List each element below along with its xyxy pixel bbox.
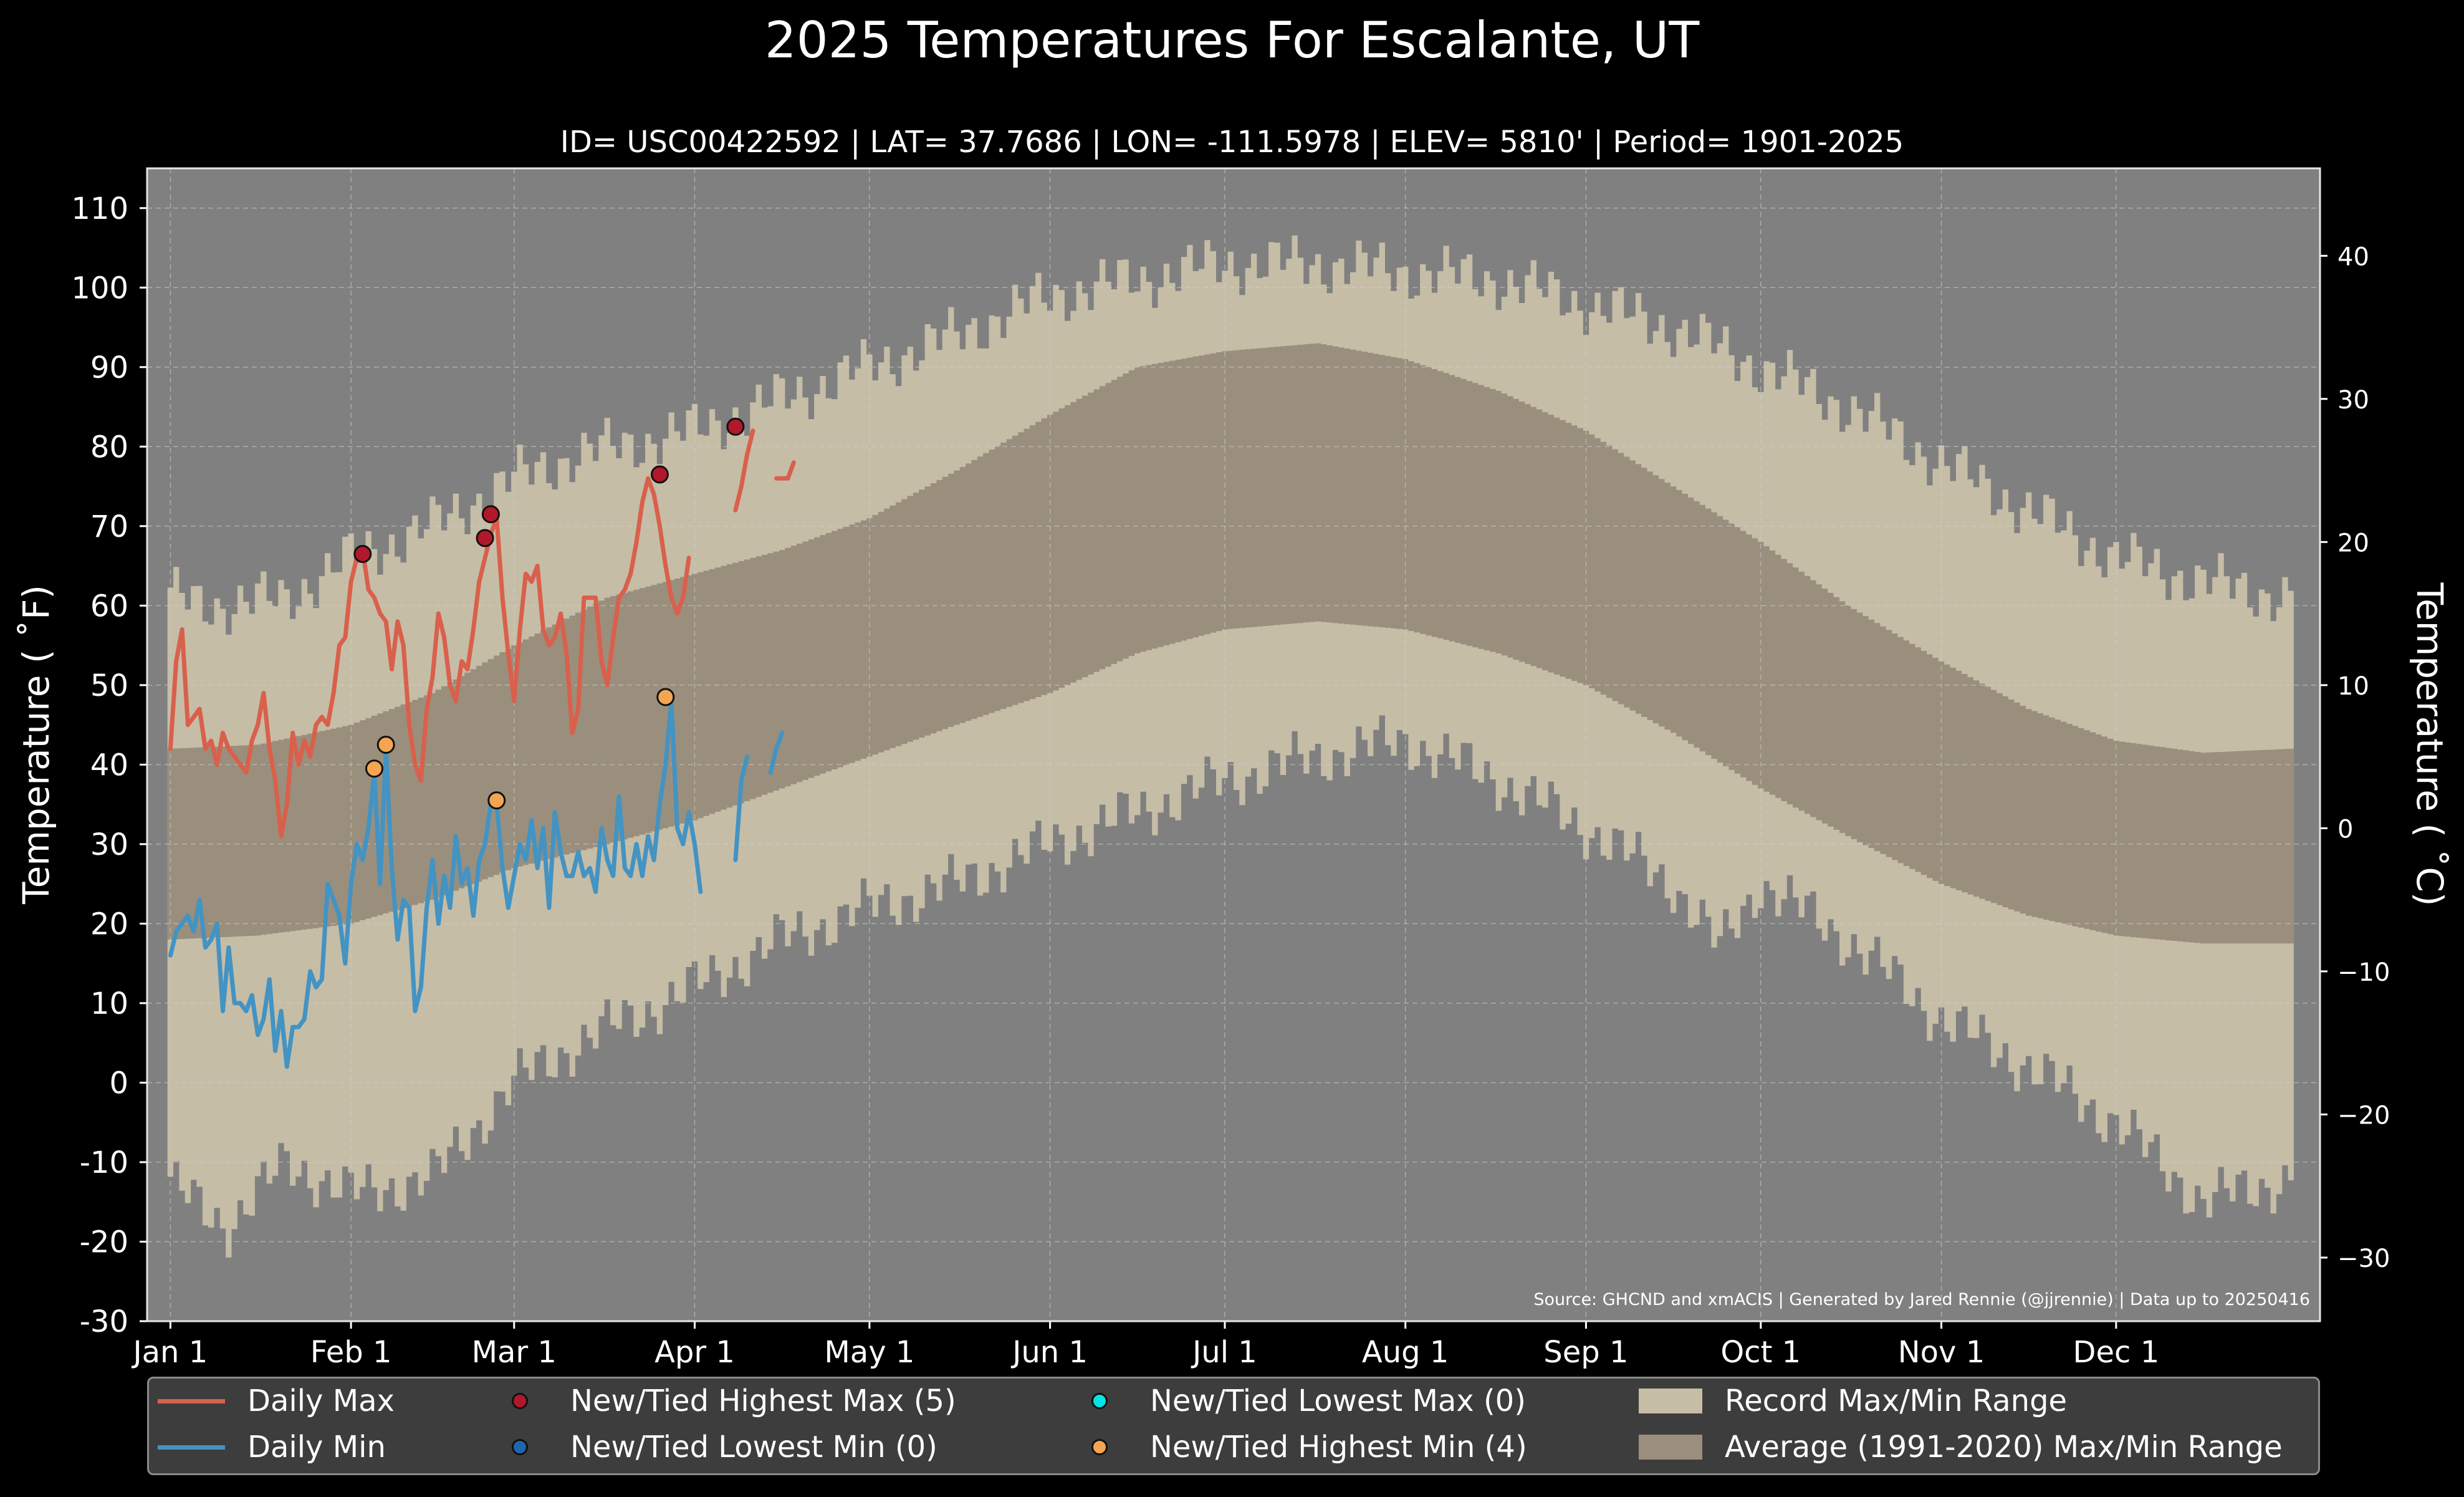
x-tick-label: Sep 1 <box>1543 1335 1628 1370</box>
legend-patch <box>1639 1389 1702 1413</box>
legend-label: New/Tied Highest Max (5) <box>570 1384 956 1418</box>
legend-label: Daily Min <box>247 1430 386 1465</box>
y-axis-label-left: Temperature ( ˚F) <box>15 585 57 905</box>
legend-swatch <box>158 1398 225 1403</box>
chart-subtitle: ID= USC00422592 | LAT= 37.7686 | LON= -1… <box>560 125 1904 160</box>
legend-label: New/Tied Highest Min (4) <box>1150 1430 1527 1465</box>
y-tick-label-left: 60 <box>90 589 128 623</box>
record-marker <box>353 544 372 563</box>
y-tick-label-left: 40 <box>90 748 128 782</box>
record-marker <box>365 759 383 778</box>
y-tick-label-right: 40 <box>2337 243 2369 271</box>
legend-label: Record Max/Min Range <box>1725 1384 2068 1418</box>
legend-label: New/Tied Lowest Min (0) <box>570 1430 937 1465</box>
legend-item-highest-max: New/Tied Highest Max (5) <box>487 1384 956 1418</box>
plot-frame <box>146 167 2321 1322</box>
y-tick-label-left: 110 <box>71 191 128 226</box>
daily-max-line <box>168 476 691 839</box>
x-tick-label: Apr 1 <box>654 1335 735 1370</box>
legend-item-highest-min: New/Tied Highest Min (4) <box>1067 1430 1527 1465</box>
x-tick-label: Jun 1 <box>1010 1335 1088 1370</box>
x-tick-label: Jan 1 <box>131 1335 208 1370</box>
y-tick-label-left: 10 <box>90 986 128 1021</box>
y-tick-label-left: -30 <box>80 1304 128 1339</box>
x-tick-label: Oct 1 <box>1720 1335 1801 1370</box>
x-tick-label: Aug 1 <box>1362 1335 1449 1370</box>
y-tick-label-left: 90 <box>90 350 128 385</box>
record-marker <box>376 736 395 754</box>
legend: Daily Max Daily Min New/Tied Highest Max… <box>147 1377 2320 1475</box>
record-marker <box>656 688 675 706</box>
legend-patch <box>1639 1435 1702 1460</box>
legend-marker <box>512 1393 528 1409</box>
legend-marker <box>1091 1393 1108 1409</box>
y-tick-label-right: 30 <box>2337 386 2369 415</box>
x-tick-label: Feb 1 <box>310 1335 392 1370</box>
daily-min-line <box>168 698 703 1069</box>
daily-min-line <box>768 730 785 775</box>
record-marker <box>481 505 500 524</box>
legend-marker <box>512 1439 528 1455</box>
y-tick-label-left: 20 <box>90 907 128 941</box>
legend-item-daily-max: Daily Max <box>158 1384 395 1418</box>
legend-swatch <box>158 1445 225 1450</box>
y-tick-label-left: 100 <box>71 271 128 306</box>
y-tick-label-left: -10 <box>80 1145 128 1180</box>
y-tick-label-right: −20 <box>2337 1101 2390 1130</box>
record-range-band <box>167 235 2294 1258</box>
y-tick-label-right: −10 <box>2337 958 2390 987</box>
y-tick-label-left: 80 <box>90 430 128 465</box>
legend-item-average-range: Average (1991-2020) Max/Min Range <box>1639 1430 2283 1465</box>
y-tick-label-left: 0 <box>109 1066 128 1100</box>
y-tick-label-right: 0 <box>2337 815 2353 844</box>
x-tick-label: Jul 1 <box>1191 1335 1257 1370</box>
y-tick-label-left: -20 <box>80 1225 128 1259</box>
legend-label: Average (1991-2020) Max/Min Range <box>1725 1430 2283 1465</box>
x-tick-label: May 1 <box>824 1335 914 1370</box>
record-marker <box>650 465 669 484</box>
legend-item-lowest-min: New/Tied Lowest Min (0) <box>487 1430 937 1465</box>
chart-title: 2025 Temperatures For Escalante, UT <box>764 11 1700 69</box>
record-marker <box>487 791 506 810</box>
legend-label: New/Tied Lowest Max (0) <box>1150 1384 1526 1418</box>
y-axis-label-right: Temperature ( ˚C) <box>2409 582 2451 906</box>
x-tick-label: Mar 1 <box>472 1335 557 1370</box>
daily-min-line <box>733 754 750 862</box>
daily-max-line <box>733 428 755 513</box>
legend-item-lowest-max: New/Tied Lowest Max (0) <box>1067 1384 1526 1418</box>
legend-label: Daily Max <box>247 1384 395 1418</box>
x-tick-label: Dec 1 <box>2073 1335 2160 1370</box>
average-range-band <box>167 343 2294 944</box>
record-marker <box>726 417 745 436</box>
source-note: Source: GHCND and xmACIS | Generated by … <box>1533 1290 2310 1309</box>
legend-item-daily-min: Daily Min <box>158 1430 386 1465</box>
y-tick-label-right: 10 <box>2337 672 2369 701</box>
y-tick-label-left: 50 <box>90 668 128 703</box>
y-tick-label-right: −30 <box>2337 1244 2390 1273</box>
y-tick-label-left: 70 <box>90 509 128 544</box>
x-tick-label: Nov 1 <box>1898 1335 1985 1370</box>
legend-item-record-range: Record Max/Min Range <box>1639 1384 2067 1418</box>
y-tick-label-right: 20 <box>2337 529 2369 557</box>
legend-marker <box>1091 1439 1108 1455</box>
y-tick-label-left: 30 <box>90 827 128 862</box>
daily-max-line <box>774 460 796 481</box>
record-marker <box>476 529 494 547</box>
